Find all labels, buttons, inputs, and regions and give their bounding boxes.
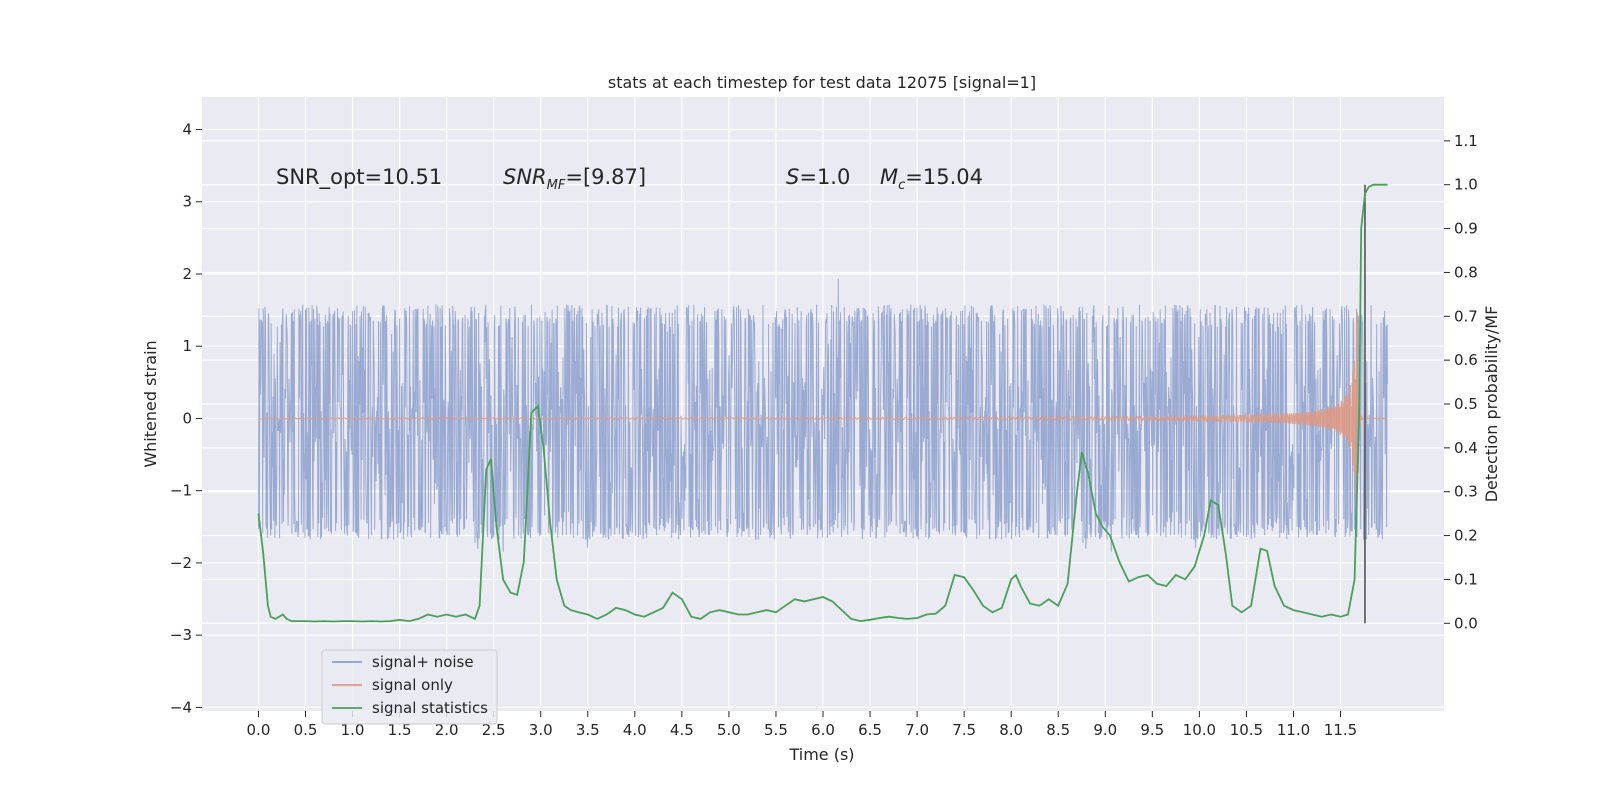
x-tick-label: 2.5	[482, 721, 506, 739]
x-tick-label: 3.0	[529, 721, 553, 739]
x-axis-label: Time (s)	[788, 745, 854, 764]
legend-box	[321, 649, 498, 725]
x-tick-label: 1.0	[341, 721, 365, 739]
y-right-tick-label: 0.2	[1454, 527, 1478, 545]
y-right-tick-label: 0.1	[1454, 570, 1478, 588]
x-tick-label: 10.0	[1183, 721, 1216, 739]
y-right-tick-label: 0.5	[1454, 395, 1478, 413]
x-tick-label: 1.5	[388, 721, 412, 739]
signal-noise-line	[258, 278, 1388, 552]
legend-label-signal-statistics: signal statistics	[372, 699, 488, 717]
x-tick-label: 3.5	[576, 721, 600, 739]
x-tick-label: 9.5	[1140, 721, 1164, 739]
y-left-tick-label: −4	[170, 698, 192, 716]
y-left-tick-label: −2	[170, 554, 192, 572]
x-tick-label: 6.0	[811, 721, 835, 739]
x-tick-label: 0.5	[294, 721, 318, 739]
x-tick-label: 7.5	[952, 721, 976, 739]
y-left-tick-label: 2	[182, 265, 192, 283]
y-right-tick-label: 0.3	[1454, 483, 1478, 501]
legend-label-signal-only: signal only	[372, 676, 453, 694]
signal-statistics-series	[257, 183, 1388, 624]
y-left-tick-label: −1	[170, 482, 192, 500]
chart-title: stats at each timestep for test data 120…	[608, 73, 1036, 92]
annotations: SNR_opt=10.51 SNRMF=[9.87] S=1.0 Mc=15.0…	[276, 165, 983, 193]
x-tick-label: 5.0	[717, 721, 741, 739]
x-tick-label: 4.5	[670, 721, 694, 739]
x-tick-label: 6.5	[858, 721, 882, 739]
mc-annotation: Mc=15.04	[880, 165, 983, 193]
snr-mf-annotation: SNRMF=[9.87]	[503, 165, 646, 193]
x-tick-label: 4.0	[623, 721, 647, 739]
signal-noise-series	[258, 278, 1388, 552]
x-tick-label: 2.0	[435, 721, 459, 739]
y-left-tick-label: 0	[182, 409, 192, 427]
y-right-tick-label: 0.8	[1454, 263, 1478, 281]
s-annotation: S=1.0	[786, 165, 850, 189]
y-right-tick-label: 0.0	[1454, 614, 1478, 632]
x-tick-label: 11.5	[1324, 721, 1357, 739]
x-tick-label: 5.5	[764, 721, 788, 739]
signal-statistics-line	[257, 183, 1388, 623]
y-left-tick-label: 3	[182, 193, 192, 211]
x-axis-ticks: 0.0 0.5 1.0 1.5 2.0 2.5 3.0 3.5 4.0 4.5 5.0 5.5 6.0 6…	[247, 711, 1357, 739]
signal-only-series	[258, 311, 1388, 496]
x-tick-label: 10.5	[1230, 721, 1263, 739]
y-right-tick-label: 0.9	[1454, 220, 1478, 238]
y-right-tick-label: 0.4	[1454, 439, 1478, 457]
y-right-tick-label: 0.7	[1454, 307, 1478, 325]
y-left-tick-label: 1	[182, 337, 192, 355]
right-y-axis-ticks: 1.1 1.0 0.9 0.8 0.7 0.6 0.5 0.4 0.3 0.2 0.1 0.0	[1444, 132, 1478, 632]
x-tick-label: 8.5	[1046, 721, 1070, 739]
x-tick-label: 11.0	[1277, 721, 1310, 739]
snr-opt-annotation: SNR_opt=10.51	[276, 165, 442, 190]
legend: signal+ noise signal only signal statist…	[321, 649, 498, 725]
y-right-tick-label: 0.6	[1454, 351, 1478, 369]
left-y-axis-label: Whitened strain	[141, 340, 160, 467]
x-tick-label: 9.0	[1093, 721, 1117, 739]
legend-label-signal-noise: signal+ noise	[372, 653, 474, 671]
y-right-tick-label: 1.1	[1454, 132, 1478, 150]
x-tick-label: 8.0	[999, 721, 1023, 739]
y-left-tick-label: −3	[170, 626, 192, 644]
y-left-tick-label: 4	[182, 121, 192, 139]
right-y-axis-label: Detection probability/MF	[1482, 306, 1501, 503]
x-tick-label: 0.0	[247, 721, 271, 739]
y-right-tick-label: 1.0	[1454, 176, 1478, 194]
left-y-axis-ticks: 4 3 2 1 0 −1 −2 −3 −4	[170, 121, 202, 716]
signal-only-line	[258, 311, 1388, 496]
x-tick-label: 7.0	[905, 721, 929, 739]
